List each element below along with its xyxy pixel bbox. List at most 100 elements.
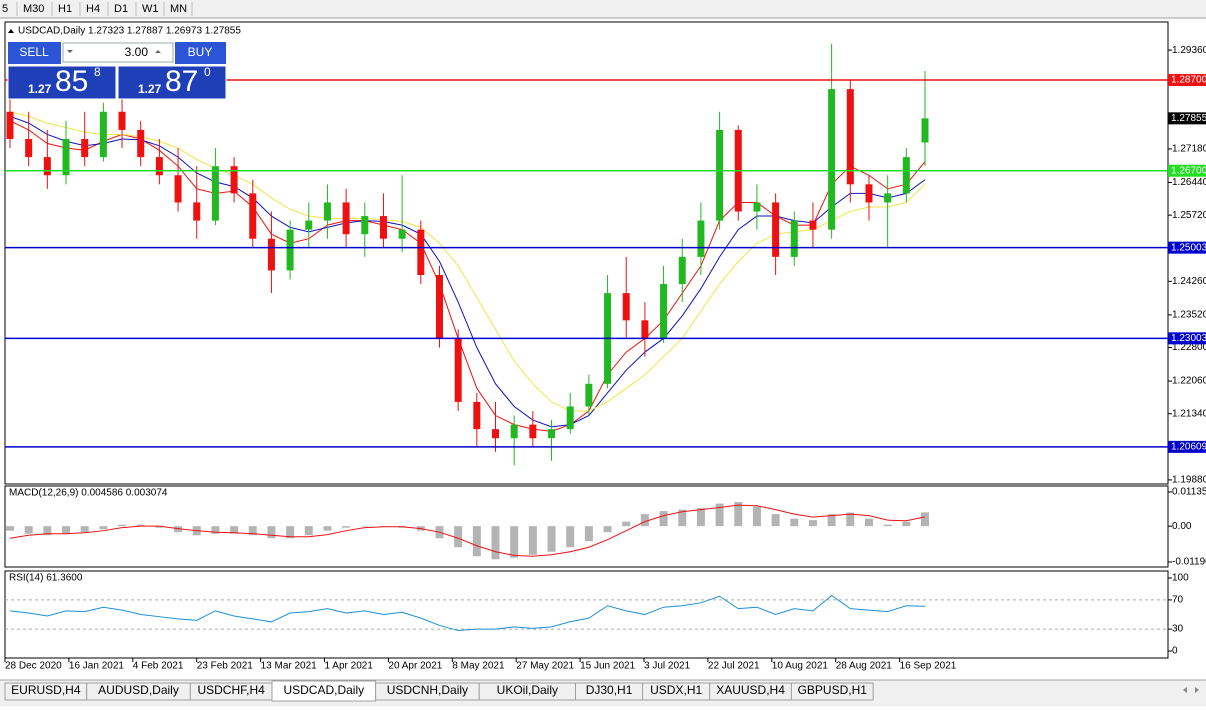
macd-bar [174,526,183,533]
candle-body [660,284,668,339]
level-label-bg [1168,74,1206,87]
candle-body [772,202,780,257]
macd-bar [136,524,145,527]
level-label: 1.28700 [1171,75,1206,86]
macd-bar [118,524,127,527]
bid-big: 1.27 [28,82,52,96]
lot-up[interactable] [155,50,161,53]
candle-body [155,157,163,176]
lot-down[interactable] [67,50,73,53]
timeframe-button[interactable]: H4 [86,3,100,15]
sell-button[interactable] [8,42,61,64]
macd-bar [771,514,780,527]
x-tick-label: 20 Apr 2021 [388,661,442,672]
rsi-panel [4,570,1169,659]
last-price-label: 1.27855 [1171,113,1206,124]
x-tick-label: 27 May 2021 [516,661,574,672]
y-tick-label: 1.22800 [1172,342,1206,353]
timeframe-button[interactable]: H1 [58,3,72,15]
candle-body [99,111,107,158]
chart-header: USDCAD,Daily 1.27323 1.27887 1.26973 1.2… [18,26,241,37]
y-tick-label: 1.23520 [1172,310,1206,321]
macd-bar [230,526,239,534]
tab-label: DJ30,H1 [586,683,633,697]
lot-input[interactable] [62,42,174,63]
candle-body [81,138,89,158]
macd-bar [566,526,575,548]
bid-main: 85 [55,65,88,98]
ask-big: 1.27 [138,82,162,96]
ask-box[interactable] [117,65,227,100]
tabs: EURUSD,H4 AUDUSD,Daily USDCHF,H4 USDCAD,Dai… [4,680,874,702]
candle-body [678,256,686,285]
macd-bar [659,511,668,527]
timeframe-button[interactable]: MN [170,3,187,15]
x-tick-label: 3 Jul 2021 [644,661,691,672]
macd-bar [323,526,332,531]
candle-body [641,320,649,339]
candle-body [921,118,929,143]
timeframe-button[interactable]: M30 [23,3,44,15]
candle-body [622,293,630,321]
macd-bar [734,502,743,527]
macd-bar [286,526,295,539]
sell-label: SELL [19,45,49,59]
candle-body [137,129,145,158]
last-price-bg [1168,112,1206,125]
candle-body [809,220,817,230]
macd-bar [155,526,164,528]
candle-body [323,202,331,221]
candle-body [492,429,500,439]
timeframe-button[interactable]: W1 [142,3,159,15]
macd-bar [99,526,108,530]
candle-body [62,138,70,176]
candle-body [716,129,724,221]
candle-body [286,229,294,271]
level-label-bg [1168,332,1206,345]
timeframe-button[interactable]: D1 [114,3,128,15]
candle-body [566,406,574,430]
tab-label: EURUSD,H4 [11,683,81,697]
macd-bar [80,526,89,533]
y-tick-label: 0 [1172,646,1178,657]
macd-bar [678,509,687,527]
candle-body [305,220,313,230]
level-label: 1.23003 [1171,333,1206,344]
level-label: 1.20609 [1171,442,1206,453]
macd-bar [24,526,33,534]
level-label-bg [1168,440,1206,453]
macd-bar [510,526,519,558]
candle-body [753,202,761,212]
candle-body [361,216,369,235]
x-tick-label: 28 Dec 2020 [5,661,62,672]
x-tick-label: 1 Apr 2021 [325,661,374,672]
macd-bar [752,506,761,527]
macd-title: MACD(12,26,9) 0.004586 0.003074 [9,488,168,499]
ask-main: 87 [165,65,198,98]
candle-body [865,184,873,203]
macd-bar [622,521,631,527]
collapse-icon[interactable] [8,29,14,33]
tab-label: USDX,H1 [650,683,702,697]
macd-bar [883,524,892,527]
macd-bar [921,512,929,527]
x-tick-label: 22 Jul 2021 [708,661,760,672]
bid-box[interactable] [7,65,117,100]
x-tick-label: 16 Jan 2021 [69,661,124,672]
x-tick-label: 4 Feb 2021 [133,661,184,672]
y-tick-label: 100 [1172,573,1189,584]
candle-body [211,166,219,221]
y-tick-label: 30 [1172,624,1184,635]
tab-scroll-left[interactable] [1183,687,1187,693]
buy-button[interactable] [175,42,226,64]
candle-body [697,220,705,257]
ask-pip: 0 [204,65,211,79]
candle-body [398,229,406,239]
tab-label: XAUUSD,H4 [716,683,785,697]
tab-scroll-right[interactable] [1195,687,1199,693]
tab[interactable] [790,682,874,701]
timeframe-button[interactable]: 5 [2,3,8,15]
macd-bar [640,514,649,527]
macd-bar [211,526,220,534]
